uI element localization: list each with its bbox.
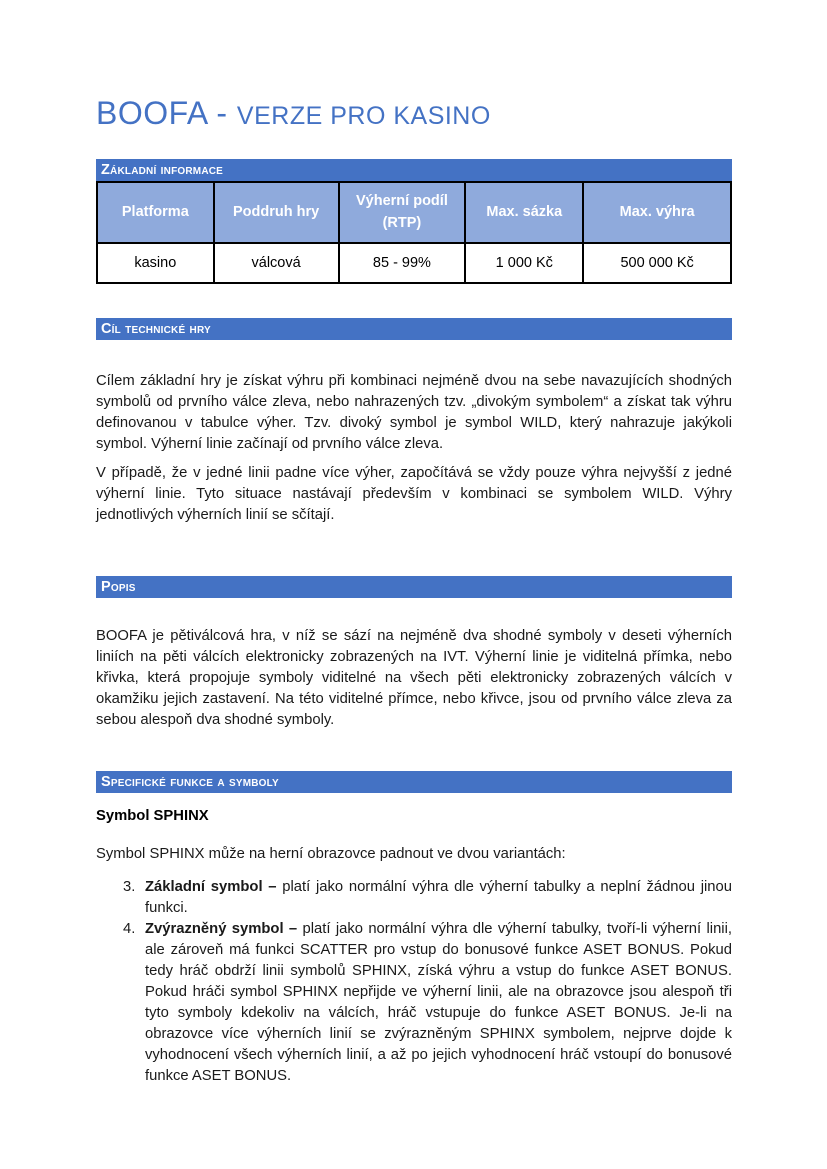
- table-cell-platforma: kasino: [96, 242, 215, 285]
- list-item-body: platí jako normální výhra dle výherní ta…: [145, 879, 732, 917]
- basic-info-table: Platforma Poddruh hry Výherní podíl (RTP…: [96, 181, 732, 285]
- table-header-poddruh-hry: Poddruh hry: [212, 181, 340, 245]
- table-header-row: Platforma Poddruh hry Výherní podíl (RTP…: [96, 181, 732, 245]
- table-header-max-vyhra: Max. výhra: [582, 181, 732, 245]
- section-heading-cil-technicke-hry: Cíl technické hry: [96, 318, 732, 341]
- section-heading-popis: Popis: [96, 576, 732, 599]
- sphinx-variant-list: 3. Základní symbol – platí jako normální…: [96, 877, 732, 1087]
- document-content: BOOFA - VERZE PRO KASINO Základní inform…: [96, 0, 732, 1087]
- list-item-zvyrazneny-symbol: 4. Zvýrazněný symbol – platí jako normál…: [96, 919, 732, 1087]
- list-item-body: platí jako normální výhra dle výherní ta…: [145, 921, 732, 1085]
- title-sub: VERZE PRO KASINO: [236, 102, 491, 130]
- list-item-number: 3.: [123, 879, 136, 896]
- table-header-max-sazka: Max. sázka: [464, 181, 585, 245]
- list-item-bold-label: Zvýrazněný symbol –: [145, 921, 298, 938]
- paragraph-sphinx-lead: Symbol SPHINX může na herní obrazovce pa…: [96, 846, 566, 863]
- section-heading-zakladni-informace: Základní informace: [96, 159, 732, 182]
- table-row: kasino válcová 85 - 99% 1 000 Kč 500 000…: [96, 242, 732, 285]
- paragraph-cil-2: V případě, že v jedné linii padne více v…: [96, 465, 732, 524]
- table-cell-max-vyhra: 500 000 Kč: [582, 242, 732, 285]
- section-heading-specificke-funkce: Specifické funkce a symboly: [96, 771, 732, 794]
- table-cell-max-sazka: 1 000 Kč: [464, 242, 585, 285]
- list-item-text: Zvýrazněný symbol – platí jako normální …: [145, 919, 732, 1087]
- table-cell-poddruh-hry: válcová: [212, 242, 340, 285]
- list-item-number: 4.: [123, 921, 136, 938]
- list-item-zakladni-symbol: 3. Základní symbol – platí jako normální…: [96, 877, 732, 919]
- table-header-platforma: Platforma: [96, 181, 215, 245]
- paragraph-popis: BOOFA je pětiválcová hra, v níž se sází …: [96, 628, 732, 729]
- document-title: BOOFA - VERZE PRO KASINO: [96, 0, 732, 131]
- list-item-text: Základní symbol – platí jako normální vý…: [145, 877, 732, 919]
- list-item-bold-label: Základní symbol –: [145, 879, 277, 896]
- table-cell-vyherni-podil: 85 - 99%: [337, 242, 467, 285]
- paragraph-cil-1: Cílem základní hry je získat výhru při k…: [96, 373, 732, 453]
- table-header-vyherni-podil: Výherní podíl (RTP): [337, 181, 467, 245]
- subheading-symbol-sphinx: Symbol SPHINX: [96, 808, 209, 825]
- title-main: BOOFA -: [96, 95, 237, 131]
